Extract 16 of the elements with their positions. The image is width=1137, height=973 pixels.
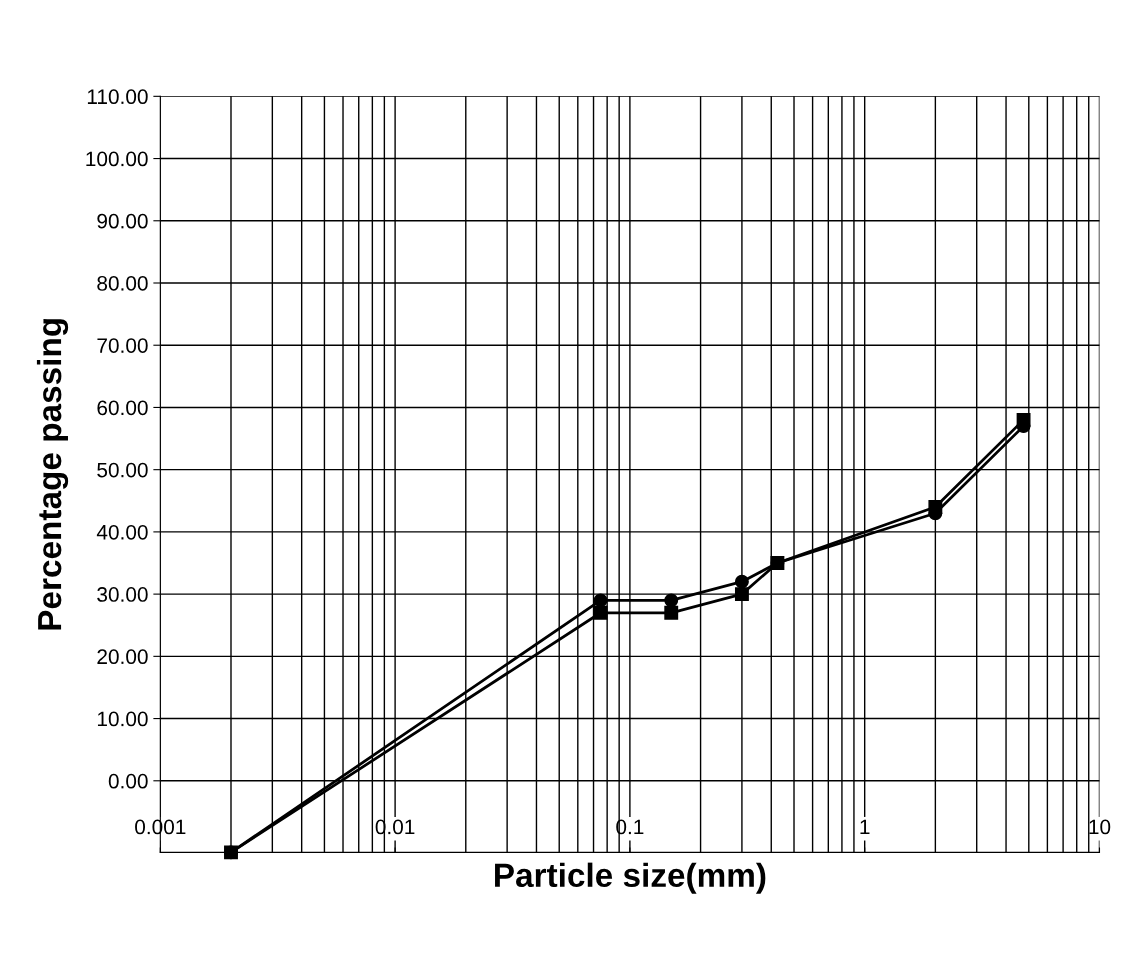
y-tick-label: 10.00 <box>97 711 148 727</box>
y-tick-label: 60.00 <box>97 400 148 416</box>
y-tick-label: 40.00 <box>96 524 148 540</box>
y-tick-label: 80.00 <box>97 276 148 291</box>
y-tick-label: 90.00 <box>97 213 148 229</box>
x-axis-title: Particle size(mm) <box>495 862 766 894</box>
x-tick-label: 1 <box>860 819 870 835</box>
y-tick-label: 30.00 <box>97 587 148 602</box>
y-axis-title: Percentage passing <box>36 319 69 630</box>
y-tick-label: 70.00 <box>97 338 148 353</box>
y-tick-label: 110.00 <box>87 89 148 105</box>
y-tick-label: 50.00 <box>97 462 148 478</box>
y-tick-label: 100.00 <box>86 151 148 167</box>
y-tick-label: 20.00 <box>97 649 148 665</box>
x-tick-label: 10 <box>1089 819 1111 835</box>
y-tick-label: 0.00 <box>108 773 148 789</box>
